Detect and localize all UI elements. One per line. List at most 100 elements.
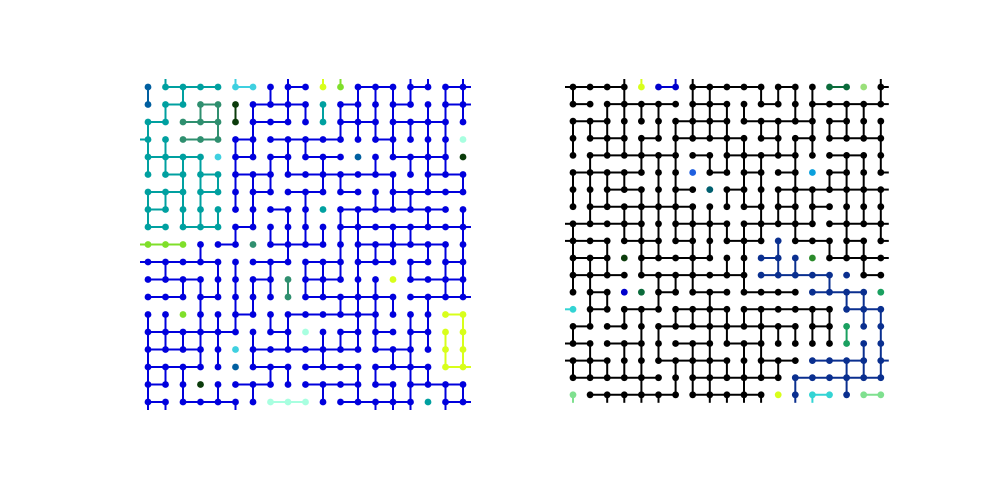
lattice-node: [162, 311, 169, 318]
lattice-node: [267, 206, 274, 213]
lattice-node: [442, 171, 449, 178]
lattice-node: [569, 117, 577, 125]
lattice-node: [354, 153, 362, 161]
lattice-node: [638, 237, 645, 245]
lattice-node: [424, 363, 432, 371]
lattice-node: [162, 398, 169, 406]
lattice-node: [144, 83, 152, 91]
lattice-node: [424, 346, 432, 353]
lattice-node: [162, 188, 169, 196]
lattice-node: [249, 101, 257, 108]
lattice-node: [144, 118, 152, 126]
lattice-node: [319, 381, 327, 388]
lattice-node: [319, 83, 327, 91]
lattice-node: [655, 288, 662, 296]
lattice-node: [791, 237, 799, 245]
lattice-node: [179, 206, 187, 213]
lattice-node: [826, 169, 833, 176]
lattice-node: [706, 152, 714, 159]
lattice-node: [638, 391, 645, 399]
lattice-node: [672, 323, 679, 330]
lattice-node: [620, 254, 628, 262]
lattice-node: [826, 323, 833, 330]
lattice-node: [791, 357, 799, 364]
lattice-node: [249, 346, 257, 353]
lattice-node: [232, 223, 239, 231]
lattice-node: [843, 340, 850, 347]
lattice-node: [267, 328, 274, 336]
lattice-node: [740, 374, 748, 382]
lattice-node: [638, 203, 645, 211]
lattice-node: [372, 101, 379, 108]
lattice-node: [197, 398, 204, 406]
lattice-node: [459, 276, 467, 283]
lattice-node: [791, 117, 799, 125]
lattice-node: [372, 363, 379, 371]
lattice-node: [603, 220, 611, 228]
lattice-node: [389, 188, 397, 196]
lattice-node: [843, 391, 850, 399]
lattice-node: [809, 374, 816, 382]
lattice-node: [740, 323, 748, 330]
lattice-node: [723, 254, 731, 262]
lattice-node: [603, 271, 611, 279]
lattice-node: [337, 346, 344, 353]
lattice-node: [197, 188, 204, 196]
lattice-node: [740, 305, 748, 313]
lattice-node: [389, 101, 397, 108]
lattice-node: [757, 186, 765, 194]
lattice-node: [407, 328, 414, 336]
lattice-node: [877, 271, 885, 279]
lattice-node: [809, 117, 816, 125]
lattice-node: [809, 323, 816, 330]
lattice-node: [267, 346, 274, 353]
lattice-node: [179, 101, 187, 108]
lattice-node: [407, 171, 414, 178]
lattice-node: [723, 305, 731, 313]
lattice-node: [620, 271, 628, 279]
lattice-node: [689, 288, 697, 296]
lattice-node: [586, 83, 594, 91]
lattice-node: [586, 186, 594, 194]
lattice-node: [162, 83, 169, 91]
lattice-node: [706, 134, 714, 142]
lattice-node: [774, 83, 782, 91]
lattice-node: [638, 357, 645, 364]
lattice-node: [284, 83, 292, 91]
lattice-node: [302, 171, 309, 178]
lattice-node: [809, 237, 816, 245]
lattice-node: [459, 398, 467, 406]
lattice-node: [424, 293, 432, 301]
lattice-node: [459, 241, 467, 248]
lattice-node: [442, 381, 449, 388]
lattice-node: [302, 83, 309, 91]
lattice-node: [620, 340, 628, 347]
lattice-node: [389, 398, 397, 406]
lattice-node: [319, 293, 327, 301]
lattice-node: [655, 100, 662, 108]
lattice-node: [284, 223, 292, 231]
lattice-node: [826, 374, 833, 382]
lattice-node: [774, 134, 782, 142]
lattice-node: [757, 203, 765, 211]
lattice-node: [569, 186, 577, 194]
lattice-node: [267, 381, 274, 388]
lattice-node: [672, 186, 679, 194]
lattice-node: [144, 241, 152, 248]
lattice-node: [791, 203, 799, 211]
lattice-node: [197, 118, 204, 126]
lattice-node: [337, 206, 344, 213]
lattice-node: [319, 328, 327, 336]
lattice-node: [689, 220, 697, 228]
lattice-node: [809, 357, 816, 364]
lattice-node: [354, 346, 362, 353]
lattice-node: [655, 271, 662, 279]
lattice-node: [179, 188, 187, 196]
lattice-node: [603, 357, 611, 364]
lattice-node: [569, 340, 577, 347]
lattice-node: [389, 276, 397, 283]
lattice-node: [214, 311, 222, 318]
lattice-node: [144, 363, 152, 371]
lattice-node: [354, 328, 362, 336]
